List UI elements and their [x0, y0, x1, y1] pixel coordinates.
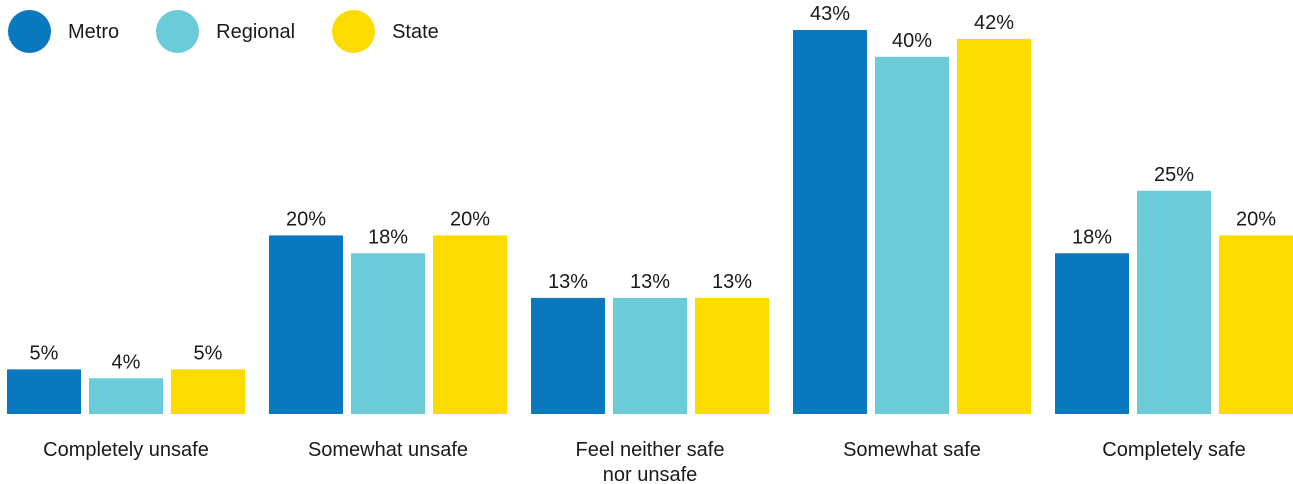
bar-state-somewhat-unsafe — [433, 235, 507, 414]
category-label-somewhat-unsafe: Somewhat unsafe — [308, 439, 468, 461]
data-label-regional-feel-neither-safe-nor-unsafe: 13% — [630, 271, 670, 293]
category-label-feel-neither-safe-nor-unsafe-line-2: nor unsafe — [603, 464, 698, 484]
bar-state-feel-neither-safe-nor-unsafe — [695, 297, 769, 414]
bar-regional-completely-unsafe — [89, 378, 163, 414]
data-label-state-somewhat-unsafe: 20% — [450, 208, 490, 230]
bar-metro-feel-neither-safe-nor-unsafe — [531, 297, 605, 414]
bar-state-completely-safe — [1219, 235, 1293, 414]
data-label-regional-completely-safe: 25% — [1154, 164, 1194, 186]
bar-regional-somewhat-unsafe — [351, 253, 425, 414]
legend-item-regional: Regional — [156, 10, 295, 53]
data-label-regional-somewhat-safe: 40% — [892, 30, 932, 52]
bar-regional-feel-neither-safe-nor-unsafe — [613, 297, 687, 414]
legend-swatch-state — [332, 10, 376, 53]
bar-regional-somewhat-safe — [875, 56, 949, 415]
category-label-completely-safe: Completely safe — [1102, 439, 1245, 461]
data-label-metro-somewhat-safe: 43% — [810, 3, 850, 25]
legend-label-state: State — [392, 20, 439, 43]
legend-swatch-metro — [8, 10, 51, 53]
data-label-metro-somewhat-unsafe: 20% — [286, 208, 326, 230]
legend-item-metro: Metro — [8, 10, 119, 53]
legend-swatch-regional — [156, 10, 200, 53]
legend-item-state: State — [332, 10, 439, 53]
bar-metro-completely-safe — [1055, 253, 1129, 414]
data-label-metro-completely-safe: 18% — [1072, 226, 1112, 248]
legend: Metro Regional State — [8, 10, 476, 53]
bar-regional-completely-safe — [1137, 190, 1211, 414]
data-label-metro-feel-neither-safe-nor-unsafe: 13% — [548, 271, 588, 293]
bar-state-completely-unsafe — [171, 369, 245, 414]
category-label-completely-unsafe: Completely unsafe — [43, 439, 209, 461]
legend-label-metro: Metro — [68, 20, 120, 43]
bar-metro-completely-unsafe — [7, 369, 81, 414]
category-label-feel-neither-safe-nor-unsafe-line-1: Feel neither safe — [576, 439, 725, 461]
data-label-state-completely-unsafe: 5% — [194, 342, 223, 364]
data-label-state-completely-safe: 20% — [1236, 208, 1276, 230]
data-label-metro-completely-unsafe: 5% — [30, 342, 59, 364]
data-label-regional-somewhat-unsafe: 18% — [368, 226, 408, 248]
data-label-state-somewhat-safe: 42% — [974, 12, 1014, 34]
bar-metro-somewhat-safe — [793, 30, 867, 414]
legend-label-regional: Regional — [216, 20, 296, 43]
bar-metro-somewhat-unsafe — [269, 235, 343, 414]
bar-state-somewhat-safe — [957, 38, 1031, 414]
category-label-somewhat-safe: Somewhat safe — [843, 439, 981, 461]
data-label-regional-completely-unsafe: 4% — [112, 351, 141, 373]
data-label-state-feel-neither-safe-nor-unsafe: 13% — [712, 271, 752, 293]
